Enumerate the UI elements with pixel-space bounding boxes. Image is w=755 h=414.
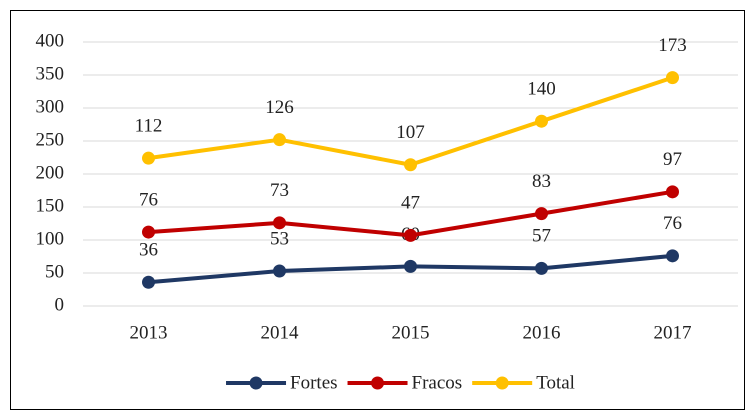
y-tick-label: 350 — [36, 63, 65, 84]
data-point — [404, 228, 417, 242]
legend-marker — [371, 376, 385, 390]
data-point — [535, 261, 548, 275]
data-point — [666, 185, 679, 199]
data-point — [666, 71, 679, 85]
data-label: 83 — [532, 171, 551, 192]
y-tick-label: 50 — [45, 261, 64, 282]
y-tick-label: 100 — [36, 228, 65, 249]
data-label: 76 — [139, 189, 158, 210]
legend-item: Fortes — [226, 372, 338, 393]
legend-label: Fracos — [412, 372, 463, 393]
data-label: 107 — [396, 122, 425, 143]
y-tick-label: 200 — [36, 162, 65, 183]
data-point — [142, 151, 155, 165]
data-label: 173 — [658, 35, 687, 56]
data-point — [666, 249, 679, 263]
x-tick-label: 2016 — [523, 322, 561, 343]
x-tick-label: 2013 — [130, 322, 168, 343]
y-tick-label: 300 — [36, 96, 65, 117]
data-label: 57 — [532, 226, 551, 247]
data-point — [273, 133, 286, 147]
legend-item: Total — [472, 372, 575, 393]
data-label: 76 — [663, 213, 682, 234]
data-label: 97 — [663, 149, 682, 170]
data-point — [273, 216, 286, 230]
data-point — [404, 158, 417, 172]
data-point — [535, 207, 548, 221]
x-tick-label: 2014 — [261, 322, 300, 343]
data-point — [404, 259, 417, 273]
data-label: 112 — [135, 116, 163, 137]
legend-item: Fracos — [347, 372, 463, 393]
x-tick-label: 2017 — [654, 322, 692, 343]
y-tick-label: 0 — [55, 294, 65, 315]
legend-label: Fortes — [290, 372, 338, 393]
data-label: 140 — [527, 79, 556, 100]
y-tick-label: 250 — [36, 129, 65, 150]
data-point — [142, 275, 155, 289]
legend-label: Total — [536, 372, 575, 393]
x-tick-label: 2015 — [392, 322, 430, 343]
y-tick-label: 400 — [36, 30, 65, 51]
data-label: 126 — [265, 97, 294, 118]
legend-marker — [249, 376, 263, 390]
data-label: 36 — [139, 240, 158, 261]
data-point — [535, 114, 548, 128]
data-label: 47 — [401, 193, 420, 214]
y-tick-label: 150 — [36, 195, 65, 216]
chart-border — [10, 10, 745, 410]
legend-marker — [495, 376, 509, 390]
data-label: 73 — [270, 180, 289, 201]
data-label: 53 — [270, 228, 289, 249]
data-point — [142, 225, 155, 239]
data-point — [273, 264, 286, 278]
